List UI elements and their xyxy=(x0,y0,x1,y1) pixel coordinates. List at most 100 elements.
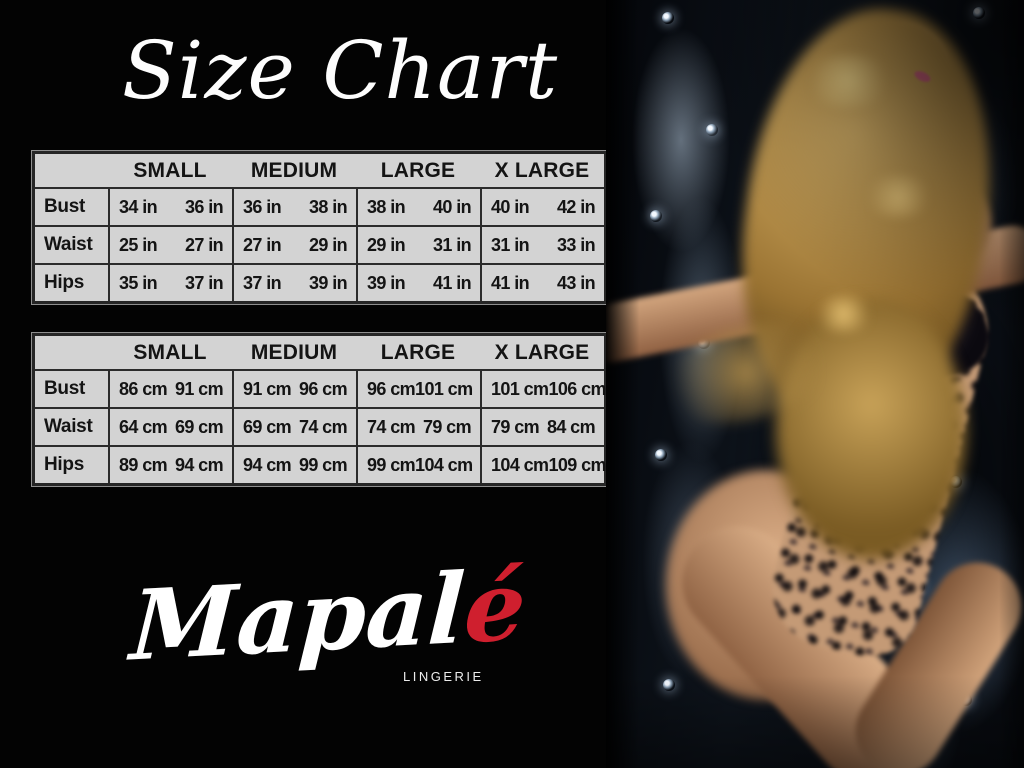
header-spacer xyxy=(35,336,108,369)
row-label: Hips xyxy=(44,272,84,293)
column-header-xlarge: X LARGE xyxy=(494,158,590,182)
measure-low: 89 cm xyxy=(119,454,168,475)
size-cell: 79 cm 84 cm xyxy=(480,409,604,445)
size-cell: 37 in 39 in xyxy=(232,265,356,301)
column-header-medium: MEDIUM xyxy=(250,158,338,182)
column-header-xlarge: X LARGE xyxy=(494,340,590,364)
size-cell: 39 in 41 in xyxy=(356,265,480,301)
measure-high: 79 cm xyxy=(422,416,472,437)
size-row-hips: Hips 89 cm 94 cm 94 cm 99 cm 99 cm 104 c… xyxy=(35,445,607,483)
measure-low: 36 in xyxy=(243,196,282,217)
size-row-hips: Hips 35 in 37 in 37 in 39 in 39 in 41 in… xyxy=(35,263,604,301)
size-row-bust: Bust 34 in 36 in 36 in 38 in 38 in 40 in… xyxy=(35,187,604,225)
size-cell: 86 cm 91 cm xyxy=(108,371,232,407)
measure-high: 29 in xyxy=(308,234,348,255)
size-cell: 34 in 36 in xyxy=(108,189,232,225)
page-title: Size Chart xyxy=(122,24,559,117)
table-header-row: SMALL MEDIUM LARGE X LARGE xyxy=(35,336,604,369)
measure-low: 101 cm xyxy=(491,378,549,399)
header-spacer xyxy=(35,154,108,187)
column-header-small: SMALL xyxy=(133,340,207,364)
size-cell: 89 cm 94 cm xyxy=(108,447,232,483)
measure-low: 96 cm xyxy=(367,378,416,399)
measure-low: 94 cm xyxy=(243,454,292,475)
measure-low: 31 in xyxy=(491,234,530,255)
measure-low: 38 in xyxy=(367,196,406,217)
size-table-centimeters: SMALL MEDIUM LARGE X LARGE Bust 86 cm 91… xyxy=(32,333,607,486)
measure-low: 74 cm xyxy=(367,416,416,437)
measure-high: 27 in xyxy=(184,234,224,255)
size-cell: 41 in 43 in xyxy=(480,265,604,301)
measure-high: 84 cm xyxy=(546,416,596,437)
size-cell: 91 cm 96 cm xyxy=(232,371,356,407)
measure-high: 106 cm xyxy=(548,378,606,399)
photo-vignette xyxy=(606,0,1024,768)
measure-high: 101 cm xyxy=(415,378,473,399)
size-cell: 36 in 38 in xyxy=(232,189,356,225)
size-cell: 96 cm 101 cm xyxy=(356,371,480,407)
column-header-large: LARGE xyxy=(380,340,456,364)
row-label: Bust xyxy=(44,196,86,217)
measure-low: 64 cm xyxy=(119,416,168,437)
measure-high: 94 cm xyxy=(174,454,224,475)
measure-low: 99 cm xyxy=(367,454,416,475)
size-cell: 40 in 42 in xyxy=(480,189,604,225)
size-cell: 27 in 29 in xyxy=(232,227,356,263)
measure-low: 25 in xyxy=(119,234,158,255)
measure-high: 41 in xyxy=(432,272,472,293)
row-label: Waist xyxy=(44,416,93,437)
model-photo xyxy=(606,0,1024,768)
brand-wordmark-accent: é xyxy=(461,548,529,666)
measure-high: 104 cm xyxy=(415,454,473,475)
size-cell: 99 cm 104 cm xyxy=(356,447,480,483)
size-table-inches: SMALL MEDIUM LARGE X LARGE Bust 34 in 36… xyxy=(32,151,607,304)
size-row-waist: Waist 25 in 27 in 27 in 29 in 29 in 31 i… xyxy=(35,225,604,263)
size-cell: 69 cm 74 cm xyxy=(232,409,356,445)
row-label: Waist xyxy=(44,234,93,255)
size-cell: 104 cm 109 cm xyxy=(480,447,607,483)
brand-tagline: LINGERIE xyxy=(403,669,484,684)
measure-high: 96 cm xyxy=(298,378,348,399)
measure-high: 109 cm xyxy=(548,454,606,475)
column-header-medium: MEDIUM xyxy=(250,340,338,364)
measure-high: 37 in xyxy=(184,272,224,293)
measure-high: 42 in xyxy=(556,196,596,217)
size-cell: 94 cm 99 cm xyxy=(232,447,356,483)
size-cell: 25 in 27 in xyxy=(108,227,232,263)
row-label: Hips xyxy=(44,454,84,475)
brand-wordmark: Mapal xyxy=(127,551,468,683)
measure-high: 38 in xyxy=(308,196,348,217)
measure-low: 27 in xyxy=(243,234,282,255)
measure-low: 91 cm xyxy=(243,378,292,399)
size-cell: 38 in 40 in xyxy=(356,189,480,225)
measure-high: 99 cm xyxy=(298,454,348,475)
measure-high: 33 in xyxy=(556,234,596,255)
measure-high: 91 cm xyxy=(174,378,224,399)
measure-low: 79 cm xyxy=(491,416,540,437)
table-header-row: SMALL MEDIUM LARGE X LARGE xyxy=(35,154,604,187)
brand-logo: Mapalé xyxy=(126,542,529,711)
size-cell: 101 cm 106 cm xyxy=(480,371,607,407)
measure-high: 69 cm xyxy=(174,416,224,437)
size-row-bust: Bust 86 cm 91 cm 91 cm 96 cm 96 cm 101 c… xyxy=(35,369,607,407)
measure-low: 40 in xyxy=(491,196,530,217)
size-row-waist: Waist 64 cm 69 cm 69 cm 74 cm 74 cm 79 c… xyxy=(35,407,604,445)
column-header-small: SMALL xyxy=(133,158,207,182)
size-cell: 35 in 37 in xyxy=(108,265,232,301)
measure-low: 37 in xyxy=(243,272,282,293)
measure-low: 86 cm xyxy=(119,378,168,399)
column-header-large: LARGE xyxy=(380,158,456,182)
measure-low: 34 in xyxy=(119,196,158,217)
size-cell: 64 cm 69 cm xyxy=(108,409,232,445)
measure-low: 29 in xyxy=(367,234,406,255)
size-cell: 31 in 33 in xyxy=(480,227,604,263)
row-label: Bust xyxy=(44,378,86,399)
measure-low: 41 in xyxy=(491,272,530,293)
size-cell: 74 cm 79 cm xyxy=(356,409,480,445)
measure-low: 69 cm xyxy=(243,416,292,437)
size-cell: 29 in 31 in xyxy=(356,227,480,263)
measure-high: 31 in xyxy=(432,234,472,255)
measure-high: 40 in xyxy=(432,196,472,217)
measure-high: 36 in xyxy=(184,196,224,217)
